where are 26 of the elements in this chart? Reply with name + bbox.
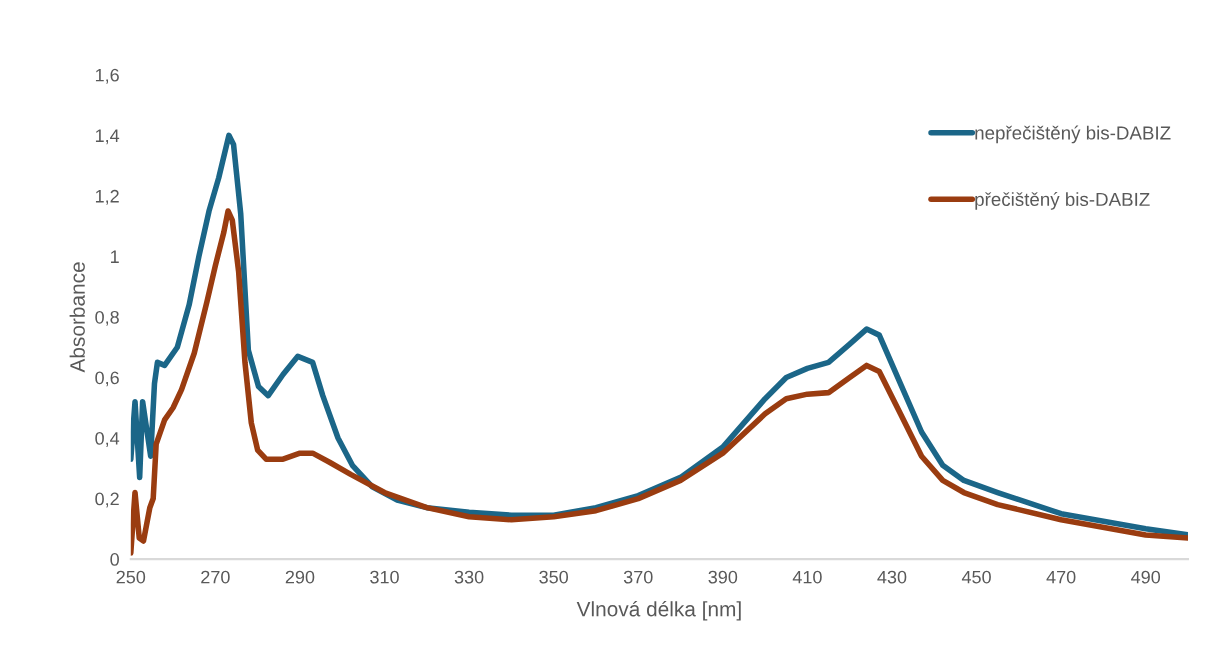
y-tick-label: 0,2	[95, 492, 119, 508]
x-tick-label: 370	[623, 570, 653, 584]
x-tick-label: 350	[539, 570, 569, 584]
y-tick-label: 1,2	[95, 189, 119, 205]
x-tick-label: 290	[285, 570, 315, 584]
y-tick-label: 0,6	[95, 371, 119, 387]
y-tick-label: 1	[111, 250, 119, 263]
x-tick-label: 410	[792, 570, 822, 584]
legend-label: nepřečištěný bis-DABIZ	[975, 125, 1171, 144]
y-tick-label: 0,4	[95, 431, 120, 447]
y-tick-label: 0	[110, 553, 119, 566]
x-tick-label: 490	[1131, 570, 1161, 584]
x-tick-label: 390	[708, 570, 738, 584]
y-tick-label: 1,6	[95, 68, 119, 84]
x-axis-title: Vlnová délka [nm]	[576, 600, 741, 621]
x-tick-label: 270	[201, 570, 230, 584]
x-tick-label: 310	[370, 570, 399, 584]
legend-label: přečištěný bis-DABIZ	[975, 192, 1150, 210]
x-tick-label: 430	[877, 570, 907, 584]
x-tick-label: 470	[1046, 570, 1076, 584]
x-tick-label: 450	[961, 570, 991, 584]
y-tick-label: 1,4	[95, 129, 120, 145]
y-axis-title: Absorbance	[69, 262, 85, 373]
x-tick-label: 250	[116, 570, 146, 584]
x-tick-label: 330	[454, 570, 484, 584]
y-tick-label: 0,8	[95, 310, 119, 326]
